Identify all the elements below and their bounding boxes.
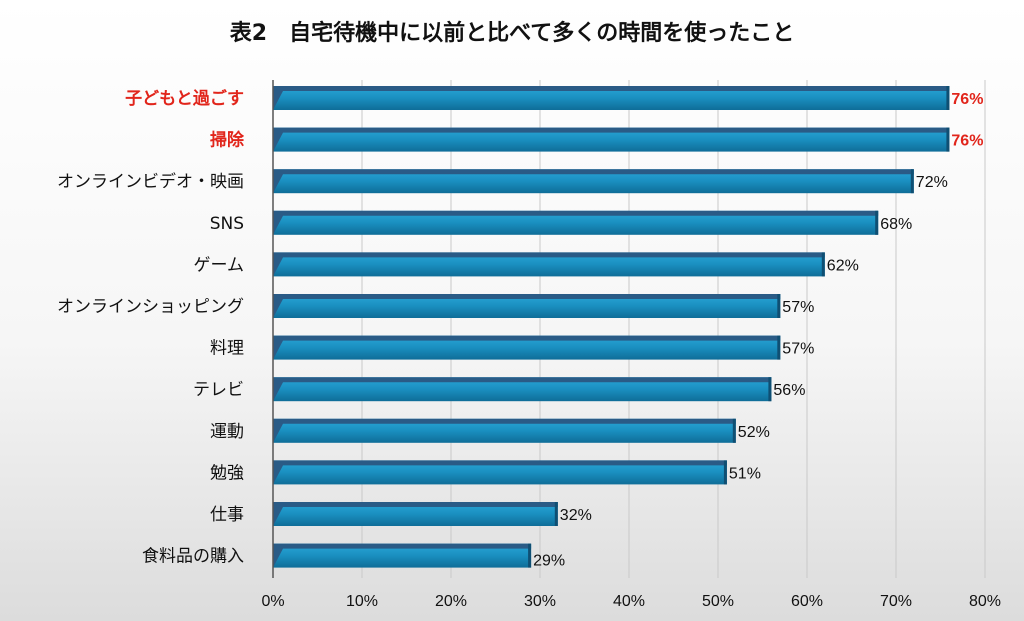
bar <box>273 86 950 110</box>
category-label: オンラインビデオ・映画 <box>57 171 244 192</box>
bar-bevel <box>273 294 781 318</box>
x-tick-label: 70% <box>880 593 912 610</box>
bar <box>273 543 532 568</box>
category-label: 運動 <box>210 422 244 442</box>
bar-end <box>910 169 914 194</box>
bar <box>273 377 772 402</box>
bar-bevel <box>273 502 558 526</box>
x-tick-label: 10% <box>346 593 378 610</box>
x-tick-label: 0% <box>261 593 284 610</box>
bar-end <box>732 418 736 443</box>
x-axis-ticks: 0% 10% 20% 30% 40% 50% 60% 70% 80% <box>261 593 1001 610</box>
category-label: ゲーム <box>194 255 245 275</box>
x-tick-label: 50% <box>702 593 734 610</box>
value-label: 68% <box>880 216 912 233</box>
category-label: テレビ <box>193 380 244 400</box>
value-label: 56% <box>773 382 805 399</box>
bar-end <box>554 502 558 526</box>
value-label: 72% <box>916 174 948 191</box>
bar-bevel <box>273 252 825 277</box>
x-tick-label: 20% <box>435 593 467 610</box>
bar-bevel <box>273 169 914 194</box>
x-tick-label: 80% <box>969 593 1001 610</box>
bar <box>273 502 558 526</box>
bar <box>273 252 825 277</box>
bar <box>273 127 950 152</box>
value-label: 76% <box>951 133 983 150</box>
gridlines <box>361 80 986 578</box>
category-label: 料理 <box>210 339 244 359</box>
bar-end <box>875 210 879 235</box>
value-label: 32% <box>560 507 592 524</box>
bar <box>273 210 879 235</box>
bar-bevel <box>273 418 736 443</box>
value-label: 76% <box>951 91 983 108</box>
x-tick-label: 60% <box>791 593 823 610</box>
bar-bevel <box>273 127 950 152</box>
bar-end <box>528 543 532 568</box>
x-tick-label: 30% <box>524 593 556 610</box>
bar <box>273 169 914 194</box>
bar-end <box>723 460 727 485</box>
value-labels: 76% 76% 72% 68% 62% 57% 57% 56% 52% 51% 32% 29% <box>533 91 983 570</box>
bar-bevel <box>273 210 879 235</box>
bar <box>273 335 781 360</box>
bar <box>273 460 727 485</box>
bar-bevel <box>273 543 532 568</box>
bars <box>273 86 950 568</box>
bar-bevel <box>273 86 950 110</box>
value-label: 57% <box>782 341 814 358</box>
category-label: 仕事 <box>210 505 244 525</box>
bar <box>273 418 736 443</box>
bar <box>273 294 781 318</box>
category-label: SNS <box>210 214 244 234</box>
bar-end <box>821 252 825 277</box>
bar-bevel <box>273 335 781 360</box>
chart-title: 表2 自宅待機中に以前と比べて多くの時間を使ったこと <box>230 20 794 46</box>
bar-bevel <box>273 377 772 402</box>
bar-end <box>777 335 781 360</box>
bar-bevel <box>273 460 727 485</box>
value-label: 57% <box>782 299 814 316</box>
category-label: 掃除 <box>210 130 245 151</box>
value-label: 62% <box>827 257 859 274</box>
bar-end <box>946 127 950 152</box>
category-label: オンラインショッピング <box>57 297 244 317</box>
category-label: 食料品の購入 <box>142 547 244 567</box>
category-label: 子どもと過ごす <box>125 88 244 109</box>
value-label: 52% <box>738 424 770 441</box>
bar-end <box>777 294 781 318</box>
x-tick-label: 40% <box>613 593 645 610</box>
category-label: 勉強 <box>210 463 244 483</box>
bar-end <box>768 377 772 402</box>
value-label: 51% <box>729 465 761 482</box>
value-label: 29% <box>533 553 565 570</box>
bar-end <box>946 86 950 110</box>
